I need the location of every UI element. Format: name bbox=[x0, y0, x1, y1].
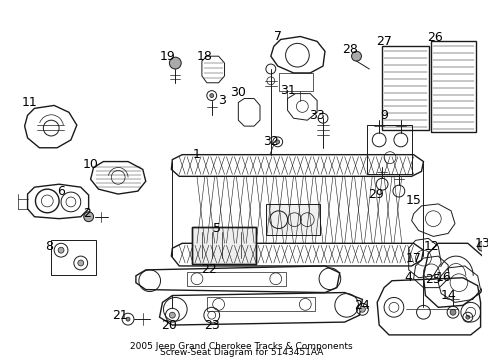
Bar bbox=[192, 226, 256, 264]
Text: 6: 6 bbox=[57, 185, 65, 198]
Text: 18: 18 bbox=[197, 50, 212, 63]
Text: 21: 21 bbox=[112, 309, 128, 322]
Text: 26: 26 bbox=[427, 31, 442, 44]
Text: 10: 10 bbox=[82, 158, 99, 171]
Text: 33: 33 bbox=[308, 109, 325, 122]
Text: 20: 20 bbox=[161, 319, 177, 332]
Bar bbox=[51, 240, 95, 275]
Text: Screw-Seat Diagram for 5143451AA: Screw-Seat Diagram for 5143451AA bbox=[159, 348, 322, 357]
Circle shape bbox=[449, 309, 455, 315]
Text: 19: 19 bbox=[159, 50, 175, 63]
Circle shape bbox=[477, 241, 487, 251]
Text: 11: 11 bbox=[21, 96, 38, 109]
Bar bbox=[187, 272, 285, 285]
Text: 14: 14 bbox=[439, 289, 455, 302]
Text: 28: 28 bbox=[341, 43, 357, 56]
Text: 31: 31 bbox=[279, 84, 295, 97]
Circle shape bbox=[78, 260, 83, 266]
Circle shape bbox=[83, 212, 93, 222]
Text: 1: 1 bbox=[193, 148, 201, 161]
Circle shape bbox=[275, 140, 279, 144]
Text: 9: 9 bbox=[379, 109, 387, 122]
Text: 22: 22 bbox=[201, 264, 216, 276]
Text: 2: 2 bbox=[82, 207, 90, 220]
Text: 2005 Jeep Grand Cherokee Tracks & Components: 2005 Jeep Grand Cherokee Tracks & Compon… bbox=[130, 342, 352, 351]
Circle shape bbox=[58, 247, 64, 253]
Bar bbox=[206, 297, 314, 311]
Bar bbox=[381, 46, 428, 130]
Text: 17: 17 bbox=[405, 252, 421, 265]
Text: 24: 24 bbox=[354, 299, 369, 312]
Text: 13: 13 bbox=[474, 237, 488, 250]
Circle shape bbox=[126, 317, 130, 321]
Text: 12: 12 bbox=[423, 240, 438, 253]
Circle shape bbox=[169, 312, 175, 318]
Bar bbox=[366, 125, 411, 174]
Circle shape bbox=[169, 57, 181, 69]
Circle shape bbox=[359, 306, 365, 312]
Circle shape bbox=[209, 94, 213, 98]
Text: 4: 4 bbox=[404, 271, 412, 284]
Text: 3: 3 bbox=[217, 94, 225, 107]
Bar bbox=[278, 73, 312, 91]
Text: 7: 7 bbox=[273, 30, 281, 43]
Text: 27: 27 bbox=[375, 35, 391, 48]
Text: 23: 23 bbox=[203, 319, 219, 332]
Text: 15: 15 bbox=[405, 194, 421, 207]
Text: 8: 8 bbox=[45, 240, 53, 253]
Bar bbox=[265, 204, 320, 235]
Text: 29: 29 bbox=[367, 188, 383, 201]
Text: 30: 30 bbox=[230, 86, 246, 99]
Text: 25: 25 bbox=[425, 273, 440, 286]
Circle shape bbox=[351, 51, 361, 61]
Bar bbox=[192, 226, 256, 264]
Text: 16: 16 bbox=[434, 271, 450, 284]
Circle shape bbox=[465, 315, 469, 319]
Text: 5: 5 bbox=[212, 222, 220, 235]
Bar bbox=[430, 41, 475, 132]
Text: 32: 32 bbox=[263, 135, 278, 148]
